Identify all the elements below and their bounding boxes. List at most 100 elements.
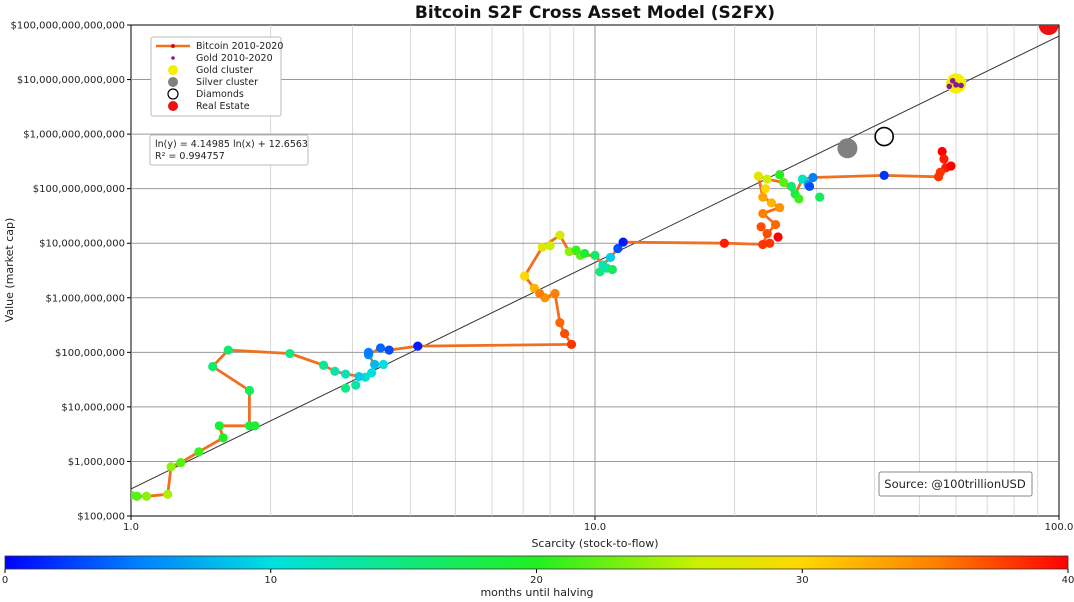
bitcoin-point — [879, 170, 889, 181]
bitcoin-point — [758, 192, 768, 202]
colorbar-label: months until halving — [480, 586, 593, 599]
bitcoin-point — [758, 239, 768, 250]
bitcoin-point — [318, 360, 329, 370]
bitcoin-point — [370, 359, 380, 370]
bitcoin-point — [935, 167, 945, 177]
regression-line — [131, 35, 1059, 490]
y-axis-ticks: $100,000 $1,000,000 $10,000,000 $100,000,00… — [10, 21, 131, 523]
x-tick-label: 100.0 — [1045, 522, 1074, 533]
bitcoin-point — [580, 248, 590, 259]
bitcoin-point — [775, 202, 785, 213]
y-tick-label: $1,000,000,000 — [45, 293, 125, 304]
bitcoin-point — [770, 219, 781, 230]
bitcoin-point — [218, 433, 228, 443]
colorbar: 0 10 20 30 40 months until halving — [2, 555, 1074, 599]
legend-item-gold-2010-2020: Gold 2010-2020 — [196, 53, 273, 64]
x-tick-label: 1.0 — [123, 522, 139, 533]
y-tick-label: $100,000,000 — [55, 348, 125, 359]
y-tick-label: $1,000,000 — [68, 457, 125, 468]
bitcoin-point — [340, 383, 351, 393]
legend-item-diamonds: Diamonds — [196, 89, 244, 100]
bitcoin-point — [946, 161, 956, 171]
gold-2010-2020-point — [958, 82, 964, 89]
bitcoin-point — [537, 242, 547, 252]
regression-equation-box: ln(y) = 4.14985 ln(x) + 12.6563 R² = 0.9… — [149, 134, 309, 166]
bitcoin-point — [363, 347, 374, 357]
bitcoin-point — [815, 192, 825, 202]
legend-item-bitcoin: Bitcoin 2010-2020 — [196, 41, 283, 52]
legend-item-real-estate: Real Estate — [196, 101, 250, 112]
bitcoin-point — [176, 458, 186, 468]
colorbar-ticks: 0 10 20 30 40 — [2, 569, 1074, 586]
bitcoin-point — [555, 230, 565, 240]
bitcoin-point — [794, 194, 804, 204]
chart-title: Bitcoin S2F Cross Asset Model (S2FX) — [415, 3, 775, 23]
bitcoin-point — [758, 208, 768, 219]
colorbar-tick-label: 0 — [2, 575, 8, 586]
bitcoin-point — [384, 345, 394, 355]
bitcoin-point — [132, 491, 142, 501]
gold-2010-2020-point — [953, 82, 959, 88]
bitcoin-point — [244, 385, 255, 396]
bitcoin-point — [618, 237, 628, 247]
bitcoin-point — [375, 343, 386, 353]
bitcoin-point — [786, 181, 796, 192]
bitcoin-point — [766, 198, 777, 208]
source-box: Source: @100trillionUSD — [878, 471, 1033, 497]
bitcoin-point — [753, 171, 764, 181]
bitcoin-point — [330, 366, 340, 376]
x-axis-ticks: 1.0 10.0 100.0 — [123, 516, 1073, 533]
bitcoin-point — [775, 170, 785, 180]
silver-cluster-point — [837, 138, 858, 159]
bitcoin-points — [131, 146, 956, 501]
colorbar-gradient — [4, 555, 1069, 570]
y-tick-label: $1,000,000,000,000 — [23, 130, 125, 141]
bitcoin-point — [413, 341, 423, 351]
bitcoin-point — [762, 229, 772, 239]
bitcoin-point — [555, 318, 565, 328]
diamonds-point — [874, 126, 894, 147]
bitcoin-point — [765, 238, 775, 248]
legend-item-silver-cluster: Silver cluster — [196, 77, 258, 88]
bitcoin-point — [804, 181, 815, 192]
bitcoin-point — [760, 184, 771, 194]
y-tick-label: $100,000 — [77, 512, 125, 523]
bitcoin-point — [366, 368, 377, 378]
bitcoin-point — [607, 264, 617, 275]
bitcoin-point — [545, 241, 555, 251]
bitcoin-point — [719, 238, 729, 248]
bitcoin-point — [141, 491, 152, 501]
y-tick-label: $100,000,000,000 — [33, 184, 125, 195]
x-tick-label: 10.0 — [584, 522, 606, 533]
bitcoin-point — [571, 245, 581, 255]
y-tick-label: $10,000,000 — [61, 402, 125, 413]
bitcoin-point — [773, 232, 783, 242]
bitcoin-point — [550, 288, 560, 299]
real-estate-point — [1038, 25, 1059, 35]
bitcoin-point — [566, 339, 577, 349]
bitcoin-point — [194, 447, 204, 457]
gold-2010-2020-point — [946, 83, 953, 90]
y-tick-label: $100,000,000,000,000 — [10, 21, 125, 32]
source-label: Source: @100trillionUSD — [884, 477, 1026, 491]
bitcoin-point — [519, 271, 530, 281]
legend: Bitcoin 2010-2020 Gold 2010-2020 Gold cl… — [150, 36, 283, 117]
bitcoin-point — [378, 359, 389, 370]
x-axis-label: Scarcity (stock-to-flow) — [531, 537, 658, 550]
bitcoin-point — [605, 252, 616, 262]
bitcoin-point — [285, 348, 295, 359]
colorbar-tick-label: 10 — [264, 575, 277, 586]
bitcoin-point — [163, 489, 173, 499]
bitcoin-point — [340, 369, 351, 379]
bitcoin-point — [937, 146, 947, 157]
bitcoin-point — [208, 361, 218, 372]
bitcoin-point — [214, 421, 224, 431]
y-tick-label: $10,000,000,000 — [39, 239, 125, 250]
bitcoin-point — [595, 267, 605, 277]
y-tick-label: $10,000,000,000,000 — [17, 75, 125, 86]
bitcoin-point — [535, 288, 545, 299]
bitcoin-point — [354, 371, 364, 382]
gold-2010-2020-point — [949, 77, 956, 84]
bitcoin-point — [762, 174, 772, 184]
asset-clusters — [837, 25, 1059, 159]
